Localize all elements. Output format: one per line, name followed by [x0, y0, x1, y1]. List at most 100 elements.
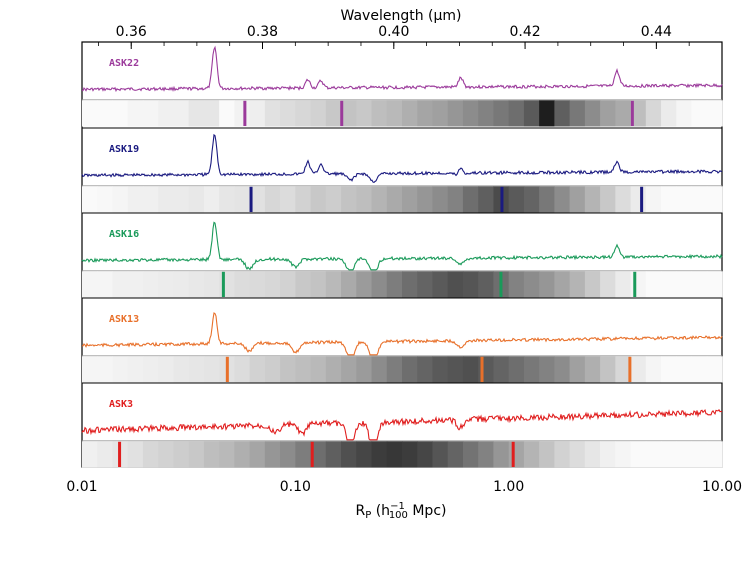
- panel-ask3: ASK3: [81, 382, 723, 468]
- strip-cell: [249, 271, 266, 298]
- strip-cell: [341, 186, 357, 213]
- strip-cell: [173, 356, 190, 383]
- strip-cell: [508, 100, 525, 127]
- strip-cell: [417, 271, 433, 298]
- strip-cell: [82, 356, 98, 383]
- strip-cell: [264, 100, 281, 127]
- strip-marker: [640, 186, 644, 212]
- strip-cell: [645, 356, 662, 383]
- top-axis-label: Wavelength (μm): [341, 8, 462, 24]
- strip-cell: [600, 271, 616, 298]
- strip-cell: [661, 186, 677, 213]
- strip-cell: [706, 356, 723, 383]
- strip-cell: [493, 441, 510, 468]
- strip-cell: [82, 441, 98, 468]
- strip-cell: [508, 441, 525, 468]
- strip-cell: [203, 186, 220, 213]
- strip-cell: [112, 186, 129, 213]
- strip-cell: [264, 356, 281, 383]
- strip-cell: [127, 271, 144, 298]
- strip-cell: [584, 100, 601, 127]
- strip-cell: [158, 356, 174, 383]
- top-tick-label: 0.42: [509, 24, 540, 40]
- strip-cell: [280, 100, 296, 127]
- strip-cell: [539, 100, 555, 127]
- strip-marker: [628, 356, 632, 382]
- spectrum-line: [81, 133, 723, 184]
- strip-cell: [569, 100, 586, 127]
- strip-cell: [310, 441, 327, 468]
- strip-cell: [188, 441, 205, 468]
- strip-cell: [341, 441, 357, 468]
- strip-cell: [615, 271, 632, 298]
- strip-cell: [523, 271, 540, 298]
- strip-cell: [295, 186, 312, 213]
- strip-cell: [280, 356, 296, 383]
- strip-cell: [706, 441, 723, 468]
- strip-cell: [630, 441, 647, 468]
- strip-cell: [462, 356, 479, 383]
- strip-cell: [112, 100, 129, 127]
- strip-cell: [249, 100, 266, 127]
- strip-cell: [325, 186, 342, 213]
- strip-cell: [539, 271, 555, 298]
- strip-marker: [225, 356, 229, 382]
- strip-cell: [645, 186, 662, 213]
- strip-cell: [249, 441, 266, 468]
- strip-cell: [676, 441, 693, 468]
- top-tick-label: 0.36: [116, 24, 147, 40]
- strip-cell: [234, 271, 251, 298]
- series-label: ASK3: [109, 399, 133, 410]
- strip-cell: [234, 100, 251, 127]
- strip-cell: [661, 441, 677, 468]
- strip-cell: [493, 100, 510, 127]
- top-tick-label: 0.38: [247, 24, 278, 40]
- spectrum-line: [81, 408, 723, 441]
- strip-cell: [234, 356, 251, 383]
- strip-cell: [615, 441, 632, 468]
- strip-cell: [645, 100, 662, 127]
- strip-cell: [249, 186, 266, 213]
- strip-marker: [118, 441, 122, 467]
- strip-cell: [523, 186, 540, 213]
- strip-cell: [539, 441, 555, 468]
- strip-cell: [386, 100, 403, 127]
- strip-cell: [554, 441, 571, 468]
- strip-marker: [249, 186, 253, 212]
- strip-cell: [82, 186, 98, 213]
- panel-ask22: ASK22: [82, 45, 723, 127]
- strip-marker: [511, 441, 515, 467]
- strip-cell: [97, 271, 113, 298]
- strip-marker: [221, 271, 225, 297]
- strip-cell: [447, 100, 464, 127]
- bottom-axis-label: RP (h−1 100 Mpc): [356, 501, 447, 521]
- strip-cell: [676, 271, 693, 298]
- strip-cell: [523, 356, 540, 383]
- strip-cell: [478, 441, 494, 468]
- strip-cell: [371, 356, 388, 383]
- strip-cell: [386, 441, 403, 468]
- strip-cell: [417, 186, 433, 213]
- strip-cell: [173, 100, 190, 127]
- strip-cell: [630, 186, 647, 213]
- strip-cell: [188, 356, 205, 383]
- strip-cell: [615, 356, 632, 383]
- strip-cell: [508, 271, 525, 298]
- strip-cell: [356, 100, 373, 127]
- top-tick-label: 0.40: [378, 24, 409, 40]
- bottom-tick-label: 0.10: [280, 479, 311, 495]
- strip-marker: [340, 100, 344, 126]
- strip-cell: [127, 356, 144, 383]
- strip-cell: [417, 441, 433, 468]
- spectrum-line: [81, 312, 723, 356]
- strip-cell: [432, 271, 449, 298]
- series-label: ASK19: [109, 144, 139, 155]
- strip-cell: [341, 100, 357, 127]
- strip-cell: [173, 271, 190, 298]
- strip-cell: [706, 186, 723, 213]
- strip-cell: [600, 100, 616, 127]
- strip-cell: [645, 441, 662, 468]
- strip-cell: [142, 441, 159, 468]
- strip-cell: [523, 441, 540, 468]
- strip-cell: [142, 100, 159, 127]
